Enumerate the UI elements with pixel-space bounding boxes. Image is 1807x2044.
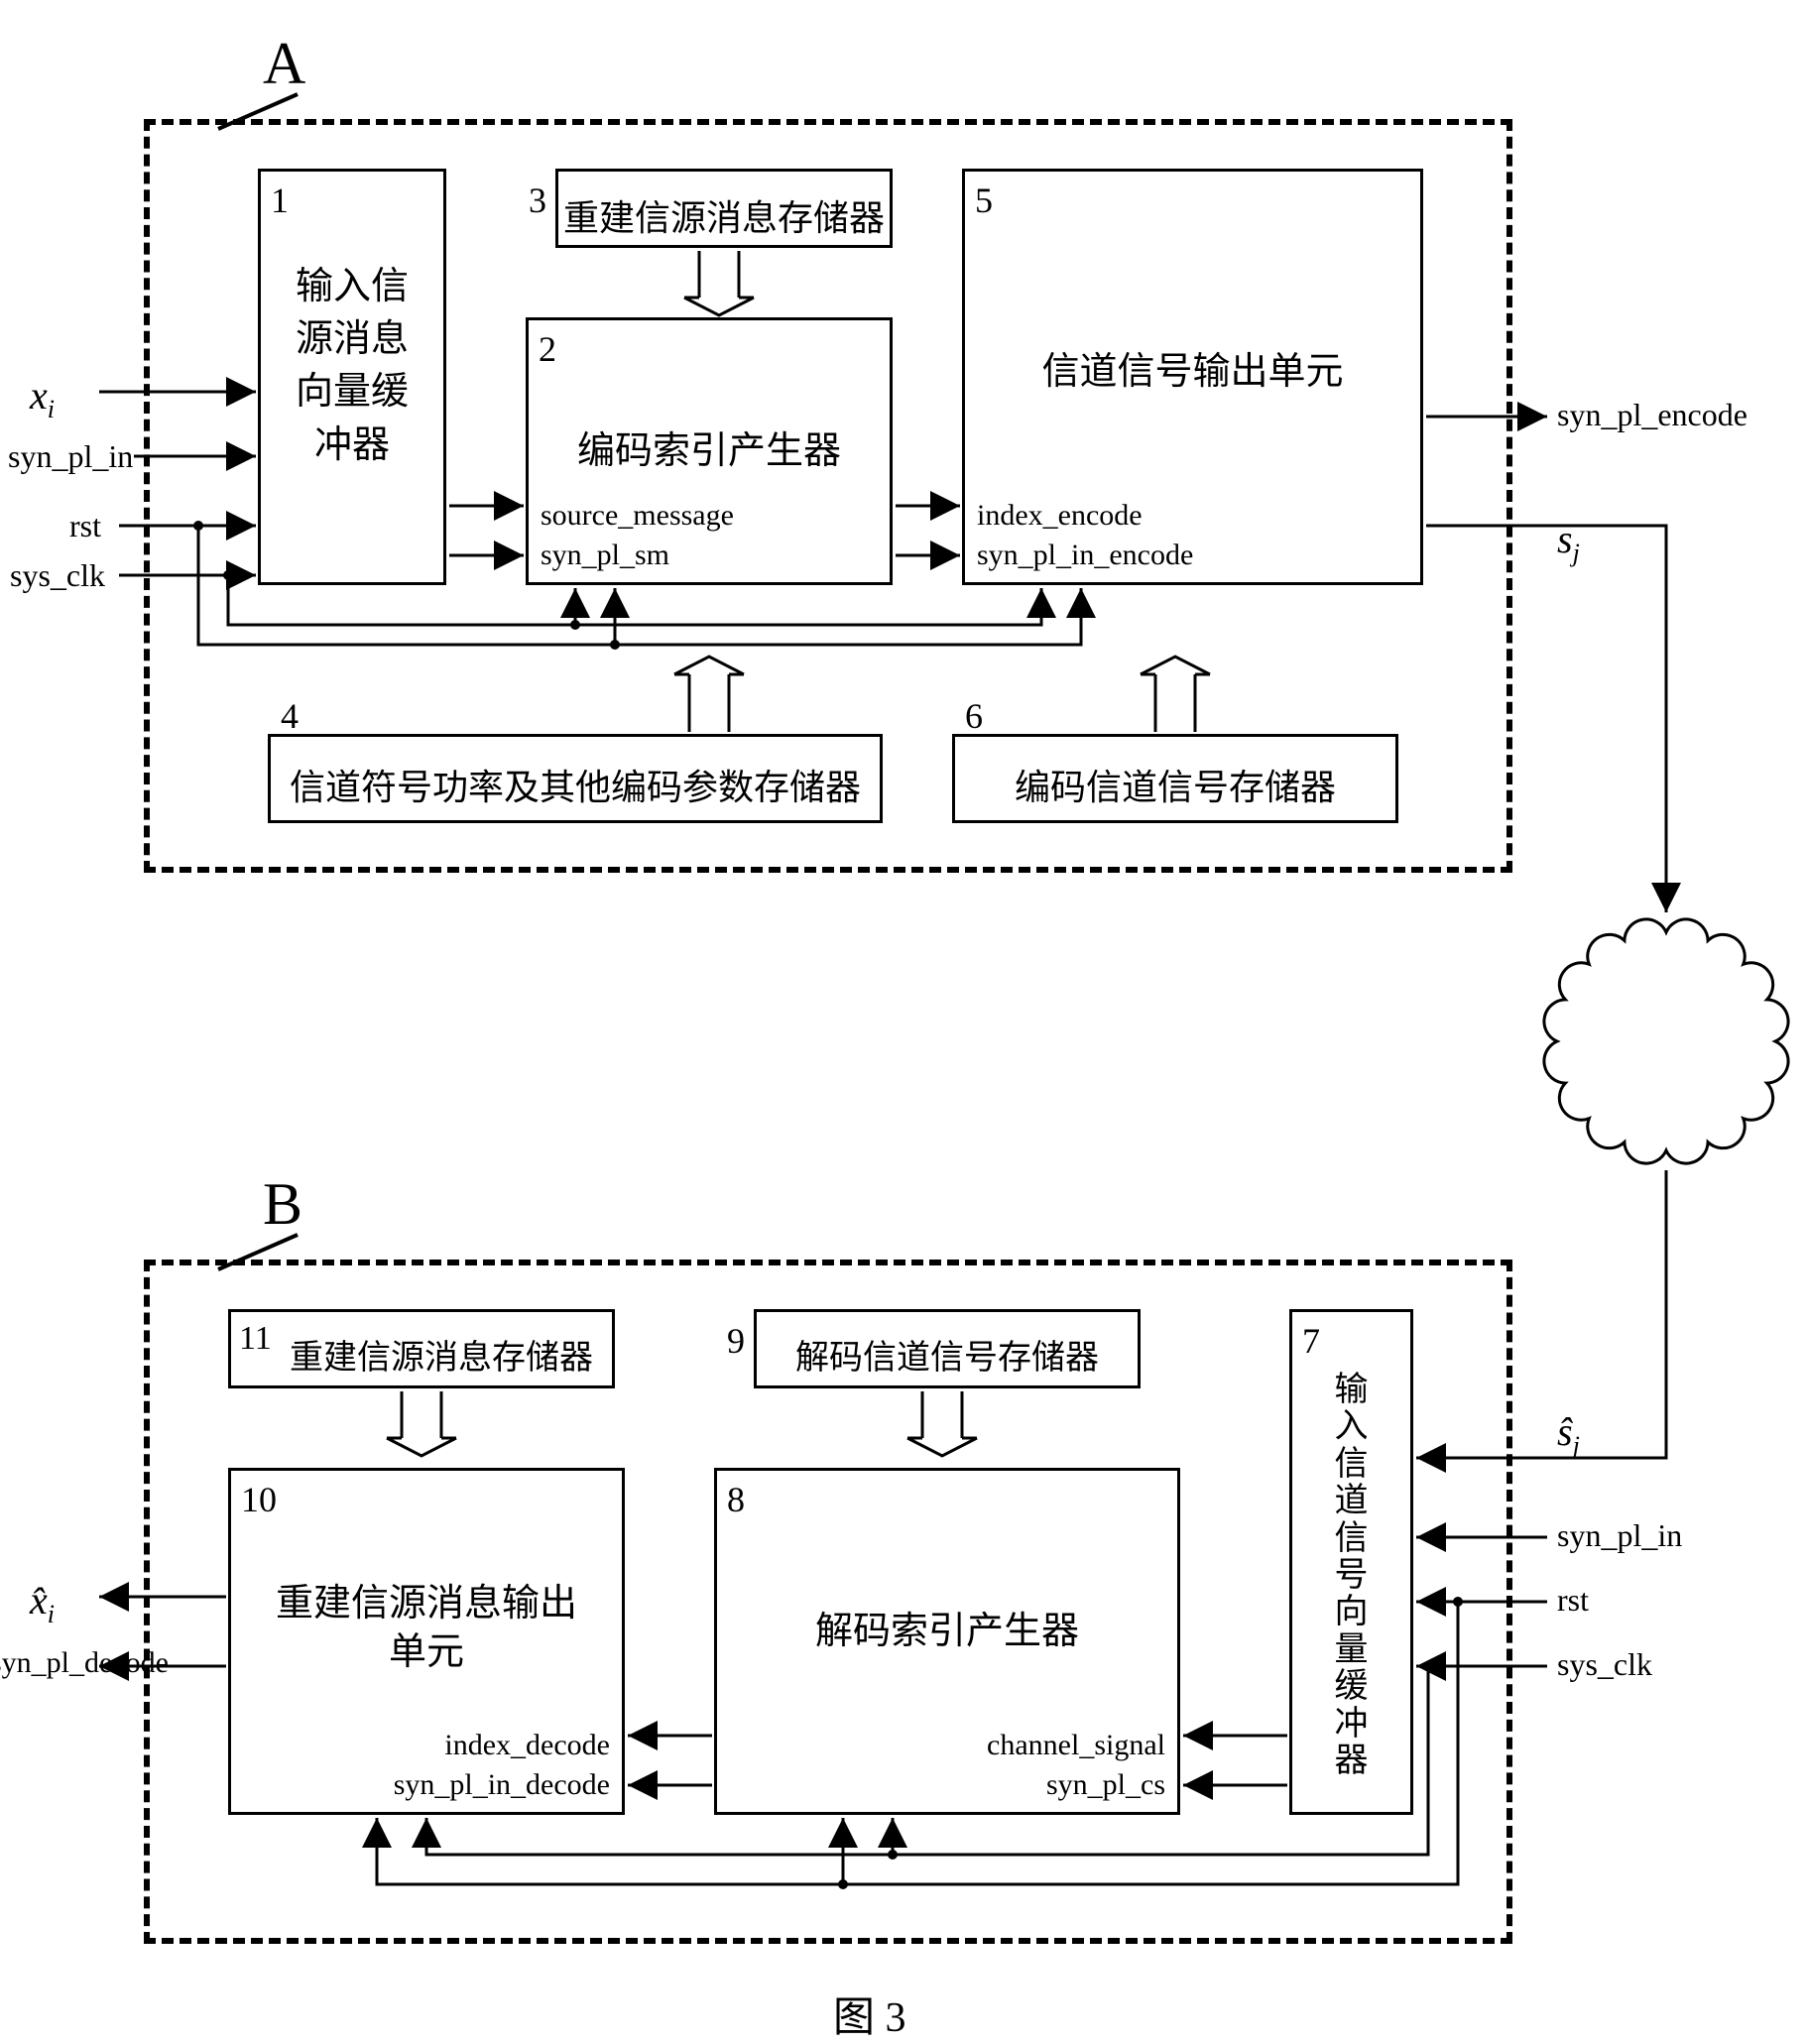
block-5-text: 信道信号输出单元 xyxy=(965,340,1420,395)
block-7: 7 输入信道信号向量缓冲器 xyxy=(1289,1309,1413,1815)
block-11-num: 11 xyxy=(239,1320,272,1358)
block-5-num: 5 xyxy=(975,180,993,221)
block-1-num: 1 xyxy=(271,180,289,221)
section-a-label: A xyxy=(263,30,305,98)
block-10-num: 10 xyxy=(241,1479,277,1520)
sig-synpldecode: syn_pl_decode xyxy=(0,1646,169,1680)
sig-xhati: x̂i xyxy=(30,1577,55,1629)
block-6: 6 编码信道信号存储器 xyxy=(952,734,1398,823)
sig-synplencode: syn_pl_encode xyxy=(1557,397,1747,433)
block-2-num: 2 xyxy=(539,328,556,370)
block-3-num: 3 xyxy=(529,180,546,221)
block-10-in2: syn_pl_in_decode xyxy=(394,1768,610,1802)
block-5-in2: syn_pl_in_encode xyxy=(977,539,1193,572)
block-9: 9 解码信道信号存储器 xyxy=(754,1309,1141,1388)
block-1-text: 输入信源消息向量缓冲器 xyxy=(261,261,443,472)
block-11: 11 重建信源消息存储器 xyxy=(228,1309,615,1388)
block-9-num: 9 xyxy=(727,1320,745,1362)
figure-label: 图 3 xyxy=(833,1984,906,2044)
channel-label: 信道 xyxy=(1617,1017,1708,1082)
diagram-canvas: A 1 输入信源消息向量缓冲器 3 重建信源消息存储器 2 编码索引产生器 so… xyxy=(0,0,1807,2043)
block-2-in2: syn_pl_sm xyxy=(541,539,669,572)
section-b-label: B xyxy=(263,1170,302,1239)
sig-sysclk-b: sys_clk xyxy=(1557,1646,1652,1683)
block-5: 5 信道信号输出单元 index_encode syn_pl_in_encode xyxy=(962,169,1423,585)
block-2: 2 编码索引产生器 source_message syn_pl_sm xyxy=(526,317,893,585)
block-11-text: 重建信源消息存储器 xyxy=(271,1330,612,1379)
block-10-text: 重建信源消息输出单元 xyxy=(231,1580,622,1678)
block-8-in2: syn_pl_cs xyxy=(1046,1768,1165,1802)
sig-rst-b: rst xyxy=(1557,1582,1589,1619)
sig-sj: sj xyxy=(1557,516,1580,568)
sig-synplin-b: syn_pl_in xyxy=(1557,1517,1682,1554)
block-8-text: 解码索引产生器 xyxy=(717,1600,1177,1654)
sig-synplin-a: syn_pl_in xyxy=(8,438,133,475)
block-9-text: 解码信道信号存储器 xyxy=(757,1330,1138,1379)
block-4-num: 4 xyxy=(281,695,299,737)
block-2-in1: source_message xyxy=(541,499,734,533)
block-4-text: 信道符号功率及其他编码参数存储器 xyxy=(271,759,880,810)
block-3: 3 重建信源消息存储器 xyxy=(555,169,893,248)
block-3-text: 重建信源消息存储器 xyxy=(558,189,890,241)
block-7-text: 输入信道信号向量缓冲器 xyxy=(1292,1372,1410,1779)
block-5-in1: index_encode xyxy=(977,499,1143,533)
block-6-num: 6 xyxy=(965,695,983,737)
sig-xi: xi xyxy=(30,372,55,424)
block-7-num: 7 xyxy=(1302,1320,1320,1362)
sig-rst-a: rst xyxy=(69,508,101,544)
block-8-in1: channel_signal xyxy=(987,1729,1165,1762)
sig-shatj: ŝj xyxy=(1557,1408,1580,1461)
block-4: 4 信道符号功率及其他编码参数存储器 xyxy=(268,734,883,823)
sig-sysclk-a: sys_clk xyxy=(10,557,105,594)
block-8-num: 8 xyxy=(727,1479,745,1520)
block-2-text: 编码索引产生器 xyxy=(529,420,890,474)
block-8: 8 解码索引产生器 channel_signal syn_pl_cs xyxy=(714,1468,1180,1815)
block-6-text: 编码信道信号存储器 xyxy=(955,759,1395,810)
block-10-in1: index_decode xyxy=(444,1729,610,1762)
block-1: 1 输入信源消息向量缓冲器 xyxy=(258,169,446,585)
block-10: 10 重建信源消息输出单元 index_decode syn_pl_in_dec… xyxy=(228,1468,625,1815)
